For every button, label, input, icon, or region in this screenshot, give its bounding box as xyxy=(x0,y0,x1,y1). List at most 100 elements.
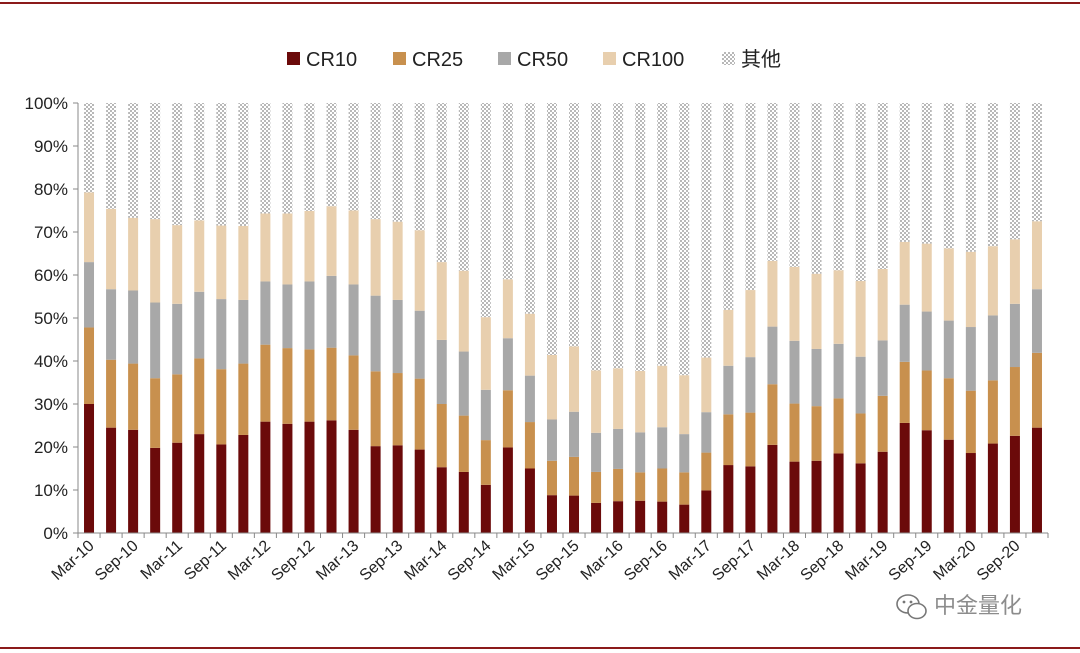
bar-segment-cr100-dec-15 xyxy=(591,370,602,433)
x-tick-label: Mar-11 xyxy=(138,537,186,583)
bar-segment-cr25-sep-14 xyxy=(480,440,491,485)
y-tick-label: 80% xyxy=(34,180,68,199)
bar-segment-cr10-sep-19 xyxy=(921,430,932,533)
bar-segment-cr50-dec-16 xyxy=(679,434,690,473)
bar-segment-cr100-dec-19 xyxy=(943,248,954,321)
bar-segment-cr10-mar-20 xyxy=(965,453,976,533)
bar-segment-cr25-sep-15 xyxy=(569,456,580,496)
bar-segment--dec-11 xyxy=(238,103,249,226)
x-tick-label: Mar-10 xyxy=(49,537,98,584)
bar-segment--dec-19 xyxy=(943,103,954,249)
bar-segment-cr50-mar-14 xyxy=(436,339,447,404)
bar-segment-cr100-jun-18 xyxy=(811,273,822,349)
bar-segment-cr10-dec-18 xyxy=(855,463,866,533)
legend-swatch-cr25 xyxy=(393,52,406,65)
bar-segment-cr10-mar-18 xyxy=(789,461,800,533)
bar-segment-cr25-sep-20 xyxy=(1009,367,1020,436)
bar-segment-cr10-sep-11 xyxy=(216,444,227,533)
x-tick-label: Sep-12 xyxy=(268,537,318,584)
bar-segment--jun-12 xyxy=(282,103,293,214)
bar-segment-cr50-dec-18 xyxy=(855,356,866,414)
bar-segment--mar-15 xyxy=(524,103,535,314)
bar-segment-cr25-dec-10 xyxy=(150,378,161,448)
bar-segment-cr10-sep-10 xyxy=(128,429,139,533)
bar-segment-cr50-jun-16 xyxy=(635,432,646,473)
x-tick-label: Sep-13 xyxy=(357,537,407,584)
legend-swatch-cr10 xyxy=(287,52,300,65)
x-tick-label: Mar-19 xyxy=(842,537,891,584)
bar-segment-cr100-sep-10 xyxy=(128,217,139,291)
x-tick-label: Sep-18 xyxy=(798,537,848,584)
bar-segment-cr50-dec-15 xyxy=(591,432,602,472)
bar-segment-cr50-mar-18 xyxy=(789,340,800,404)
bar-segment-cr100-mar-19 xyxy=(877,268,888,341)
bar-segment--sep-12 xyxy=(304,103,315,211)
bar-segment--sep-16 xyxy=(657,103,668,366)
bar-segment-cr10-sep-14 xyxy=(480,484,491,533)
bar-segment-cr25-mar-10 xyxy=(84,327,95,404)
bar-segment--mar-16 xyxy=(613,103,624,369)
bar-segment--jun-20 xyxy=(987,103,998,247)
bar-segment-cr10-dec-17 xyxy=(767,444,778,533)
x-tick-label: Mar-18 xyxy=(754,537,803,584)
y-tick-label: 20% xyxy=(34,438,68,457)
bar-segment-cr10-jun-14 xyxy=(458,471,469,533)
legend-label-cr50: CR50 xyxy=(517,49,568,71)
bar-segment--jun-18 xyxy=(811,103,822,274)
bar-segment-cr100-jun-19 xyxy=(899,241,910,305)
bar-segment-cr10-jun-17 xyxy=(723,465,734,533)
bar-segment-cr50-sep-19 xyxy=(921,311,932,371)
bar-segment-cr100-jun-14 xyxy=(458,270,469,352)
bar-segment-cr10-sep-17 xyxy=(745,466,756,533)
legend-label-cr100: CR100 xyxy=(622,49,684,71)
bar-segment--mar-13 xyxy=(348,103,359,211)
bar-segment-cr100-jun-10 xyxy=(106,208,117,290)
bar-segment-cr10-dec-14 xyxy=(502,447,513,533)
bar-segment-cr25-jun-20 xyxy=(987,380,998,444)
bar-segment-cr50-jun-19 xyxy=(899,304,910,362)
bar-segment-cr100-sep-20 xyxy=(1009,239,1020,304)
bar-segment-cr100-sep-13 xyxy=(392,221,403,300)
bar-segment-cr50-dec-11 xyxy=(238,299,249,364)
bar-segment-cr10-mar-19 xyxy=(877,451,888,533)
bar-segment-cr100-jun-16 xyxy=(635,370,646,433)
x-tick-label: Mar-13 xyxy=(313,537,362,584)
bar-segment-cr50-dec-14 xyxy=(502,338,513,391)
bar-segment-cr100-dec-17 xyxy=(767,260,778,327)
legend-swatch-cr100 xyxy=(603,52,616,65)
bar-segment-cr10-dec-19 xyxy=(943,439,954,533)
bar-segment-cr25-mar-13 xyxy=(348,355,359,430)
x-tick-label: Sep-11 xyxy=(181,537,230,583)
bar-segment--sep-13 xyxy=(392,103,403,222)
y-tick-label: 100% xyxy=(25,94,68,113)
bar-segment--mar-14 xyxy=(436,103,447,263)
bar-segment--dec-13 xyxy=(414,103,425,231)
bar-segment-cr50-jun-13 xyxy=(370,295,381,372)
bar-segment-cr100-mar-15 xyxy=(524,313,535,376)
x-tick-label: Mar-15 xyxy=(490,537,539,584)
bar-segment--jun-13 xyxy=(370,103,381,220)
bar-segment-cr25-mar-14 xyxy=(436,404,447,468)
bar-segment-cr10-mar-15 xyxy=(524,468,535,533)
bar-segment-cr25-jun-12 xyxy=(282,348,293,424)
bar-segment--mar-10 xyxy=(84,103,95,193)
x-tick-label: Mar-20 xyxy=(930,537,979,584)
bar-segment--jun-15 xyxy=(546,103,557,355)
y-tick-label: 10% xyxy=(34,481,68,500)
bar-segment-cr25-jun-13 xyxy=(370,371,381,447)
bar-segment-cr10-mar-14 xyxy=(436,467,447,533)
bar-segment-cr25-sep-10 xyxy=(128,363,139,430)
bar-segment-cr50-mar-11 xyxy=(172,303,183,375)
y-tick-label: 0% xyxy=(43,524,68,543)
bar-segment-cr10-jun-15 xyxy=(546,495,557,533)
bar-segment-cr100-mar-17 xyxy=(701,357,712,413)
bar-segment-cr50-sep-17 xyxy=(745,357,756,413)
bar-segment-cr10-jun-18 xyxy=(811,460,822,533)
bar-segment--jun-19 xyxy=(899,103,910,242)
bar-segment-cr10-sep-13 xyxy=(392,445,403,533)
bar-segment-cr100-mar-13 xyxy=(348,210,359,285)
bar-segment-cr100-jun-20 xyxy=(987,246,998,316)
bar-segment-cr10-mar-16 xyxy=(613,501,624,533)
bars xyxy=(84,103,1042,533)
bar-segment-cr25-sep-13 xyxy=(392,373,403,446)
